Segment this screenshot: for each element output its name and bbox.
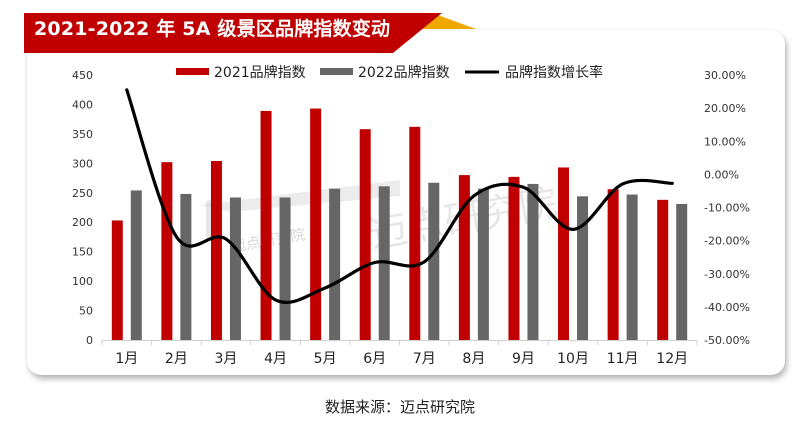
bar-2021	[657, 199, 669, 340]
y2-tick-label: 30.00%	[704, 69, 746, 82]
y2-tick-label: -10.00%	[704, 202, 750, 215]
bar-series	[111, 108, 688, 340]
bar-2021	[508, 176, 520, 340]
x-tick-label: 2月	[165, 351, 188, 367]
bar-2022	[626, 194, 638, 340]
title-ribbon: 2021-2022 年 5A 级景区品牌指数变动	[0, 0, 500, 60]
legend-label: 2022品牌指数	[358, 64, 450, 81]
ribbon-shape	[24, 13, 476, 53]
x-tick-label: 7月	[413, 351, 436, 367]
data-source-note: 数据来源：迈点研究院	[324, 398, 475, 416]
x-tick-label: 6月	[363, 351, 386, 367]
y-tick-label: 200	[72, 216, 93, 229]
x-tick-label: 10月	[557, 351, 589, 367]
bar-2021	[359, 129, 371, 340]
y2-tick-label: -40.00%	[704, 301, 750, 314]
y-tick-label: 50	[79, 305, 93, 318]
bar-2022	[130, 190, 142, 340]
legend-label: 品牌指数增长率	[505, 64, 603, 81]
bar-2021	[607, 189, 619, 340]
bar-2022	[279, 197, 291, 340]
bar-2021	[558, 167, 570, 340]
legend-label: 2021品牌指数	[214, 64, 306, 81]
y2-tick-label: -20.00%	[704, 235, 750, 248]
y-tick-label: 150	[72, 246, 93, 259]
growth-rate-line	[125, 88, 674, 304]
x-tick-label: 3月	[214, 351, 237, 367]
y-tick-label: 100	[72, 275, 93, 288]
y-tick-label: 300	[72, 157, 93, 170]
x-tick-label: 8月	[462, 351, 485, 367]
y-axis-left: 0 50 100 150 200 250 300 350 400 450	[72, 69, 93, 347]
ribbon-body	[24, 13, 442, 53]
bar-2021	[260, 110, 272, 340]
bar-2022	[676, 203, 688, 340]
y-tick-label: 400	[72, 98, 93, 111]
bar-2021	[210, 160, 222, 340]
y2-tick-label: 20.00%	[704, 102, 746, 115]
x-tick-label: 11月	[607, 351, 639, 367]
x-tick-label: 4月	[264, 351, 287, 367]
legend-swatch-bar	[320, 68, 353, 75]
bar-2021	[111, 220, 123, 340]
y2-tick-label: 10.00%	[704, 135, 746, 148]
bar-2022	[180, 193, 192, 340]
y2-tick-label: -30.00%	[704, 268, 750, 281]
x-tick-label: 12月	[656, 351, 688, 367]
bar-2022	[527, 183, 539, 340]
bar-2022	[477, 188, 489, 340]
x-tick-label: 1月	[115, 351, 138, 367]
bar-2021	[161, 162, 173, 340]
line-series	[125, 88, 674, 304]
y2-tick-label: 0.00%	[704, 168, 739, 181]
bar-2022	[577, 196, 589, 340]
y-tick-label: 0	[86, 334, 93, 347]
chart-title: 2021-2022 年 5A 级景区品牌指数变动	[34, 18, 391, 40]
bar-2021	[409, 126, 421, 340]
legend: 2021品牌指数 2022品牌指数 品牌指数增长率	[176, 64, 603, 81]
legend-swatch-bar	[176, 68, 209, 75]
y-tick-label: 250	[72, 187, 93, 200]
x-axis: 1月 2月 3月 4月 5月 6月 7月 8月 9月 10月 11月 12月	[101, 340, 698, 367]
x-tick-label: 9月	[512, 351, 535, 367]
bar-2022	[329, 188, 341, 340]
y-tick-label: 450	[72, 69, 93, 82]
x-tick-label: 5月	[314, 351, 337, 367]
bar-2021	[310, 108, 322, 340]
bar-2022	[428, 182, 440, 340]
y-tick-label: 350	[72, 128, 93, 141]
y2-tick-label: -50.00%	[704, 334, 750, 347]
bar-2022	[229, 197, 241, 340]
y-axis-right: -50.00% -40.00% -30.00% -20.00% -10.00% 0.00%…	[704, 69, 750, 347]
bar-2021	[458, 175, 470, 340]
